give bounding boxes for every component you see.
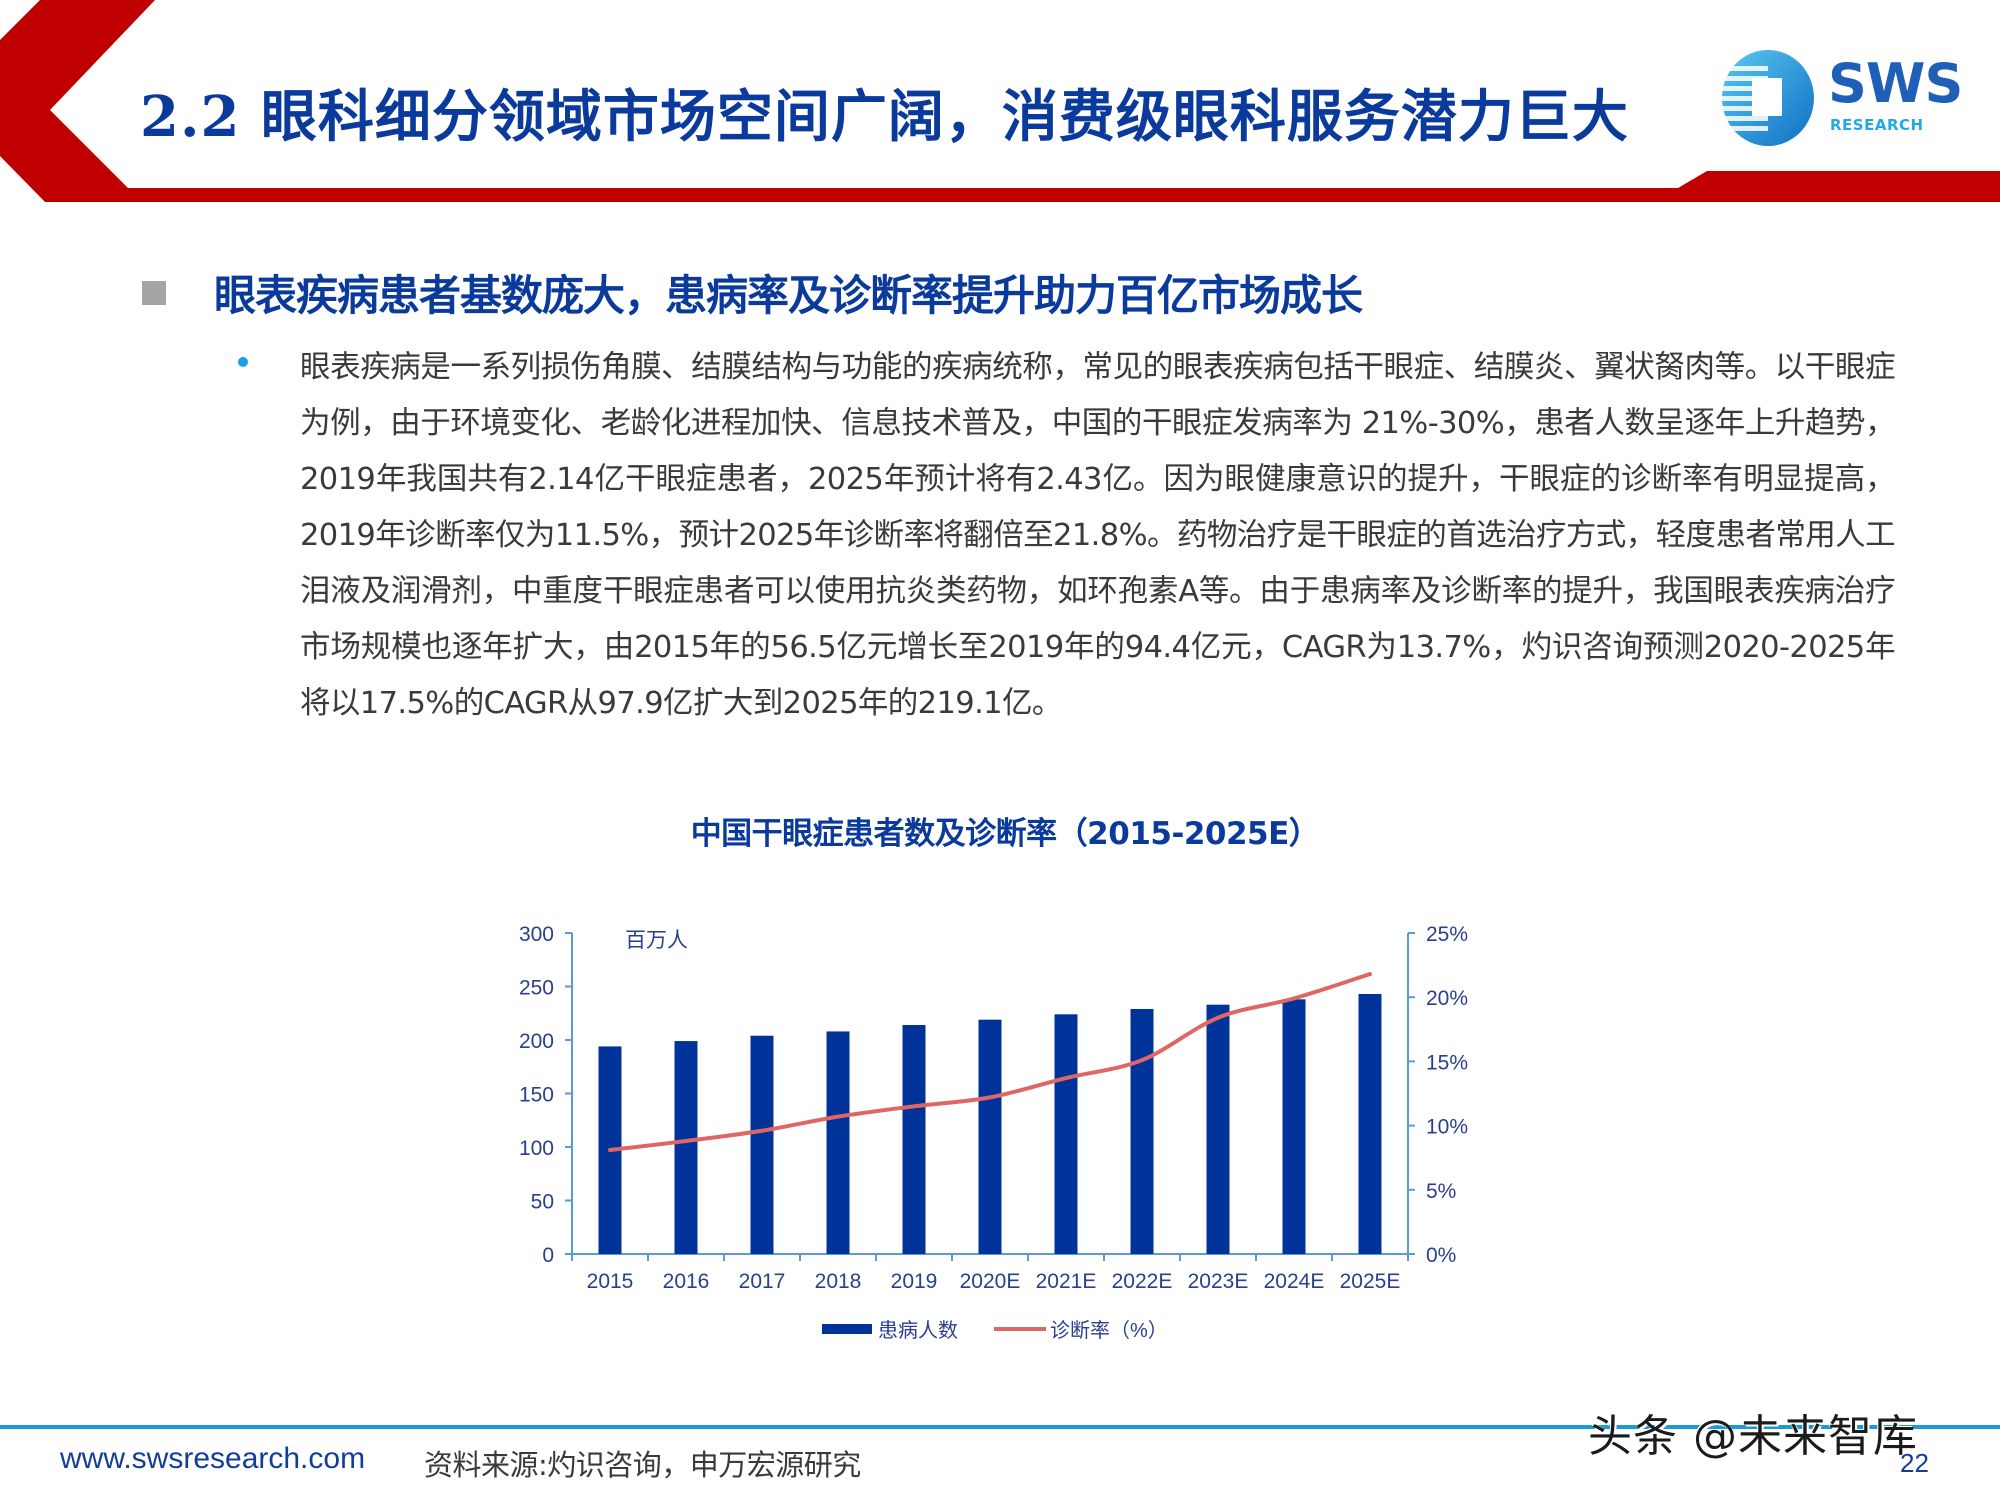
- bar: [978, 1019, 1002, 1254]
- x-axis-tick-label: 2023E: [1188, 1270, 1249, 1293]
- legend-line-swatch-icon: [994, 1327, 1046, 1331]
- x-axis-tick-label: 2021E: [1036, 1270, 1097, 1293]
- section-heading-text: 眼表疾病患者基数庞大，患病率及诊断率提升助力百亿市场成长: [214, 271, 1363, 320]
- sws-logo-text: SWS: [1828, 52, 1963, 115]
- x-axis-tick-label: 2015: [587, 1270, 634, 1293]
- left-axis-tick-label: 250: [519, 977, 554, 1000]
- right-axis-tick-label: 0%: [1426, 1244, 1456, 1267]
- x-axis-tick-label: 2025E: [1340, 1270, 1401, 1293]
- left-axis-tick-label: 200: [519, 1030, 554, 1053]
- left-axis-tick-label: 300: [519, 923, 554, 946]
- bar: [1358, 993, 1382, 1254]
- x-axis-tick-label: 2018: [815, 1270, 862, 1293]
- right-axis-tick-label: 20%: [1426, 987, 1468, 1010]
- header-band: [45, 171, 2000, 202]
- bar: [826, 1031, 850, 1254]
- left-axis-tick-label: 150: [519, 1084, 554, 1107]
- footer-url-link[interactable]: www.swsresearch.com: [60, 1442, 366, 1475]
- page-number: 22: [1900, 1448, 1929, 1478]
- sws-logo-subtitle: RESEARCH: [1830, 116, 1924, 134]
- left-axis-tick-label: 0: [542, 1244, 554, 1267]
- x-axis-tick-label: 2017: [739, 1270, 786, 1293]
- sws-logo: SWS RESEARCH: [1718, 48, 1978, 148]
- bar: [902, 1025, 926, 1254]
- chart-title: 中国干眼症患者数及诊断率（2015-2025E）: [690, 816, 1320, 852]
- watermark: 头条 @未来智库: [1588, 1411, 1918, 1462]
- bar: [1130, 1008, 1154, 1254]
- footer-divider: [0, 1425, 2000, 1429]
- left-axis-tick-label: 50: [531, 1191, 554, 1214]
- x-axis-tick-label: 2016: [663, 1270, 710, 1293]
- legend-bar-label: 患病人数: [878, 1319, 958, 1342]
- header-chevron: [0, 0, 155, 202]
- legend-bar-swatch-icon: [822, 1324, 872, 1334]
- body-paragraph: 眼表疾病是一系列损伤角膜、结膜结构与功能的疾病统称，常见的眼表疾病包括干眼症、结…: [300, 350, 1896, 721]
- dot-bullet-icon: [238, 357, 248, 367]
- right-axis-tick-label: 10%: [1426, 1116, 1468, 1139]
- right-axis-tick-label: 5%: [1426, 1180, 1456, 1203]
- bar: [750, 1035, 774, 1254]
- right-axis-tick-label: 15%: [1426, 1051, 1468, 1074]
- right-axis-tick-label: 25%: [1426, 923, 1468, 946]
- bar: [1054, 1014, 1078, 1254]
- bar: [674, 1041, 698, 1254]
- x-axis-tick-label: 2020E: [960, 1270, 1021, 1293]
- footer-source: 资料来源:灼识咨询，申万宏源研究: [424, 1448, 861, 1482]
- left-axis-tick-label: 100: [519, 1137, 554, 1160]
- square-bullet-icon: [142, 280, 166, 305]
- sws-logo-icon: [1721, 50, 1814, 146]
- bar: [1206, 1004, 1230, 1254]
- section-heading: 眼表疾病患者基数庞大，患病率及诊断率提升助力百亿市场成长: [142, 262, 1363, 323]
- y-axis-unit-label: 百万人: [625, 929, 688, 952]
- header-decoration: [0, 0, 2000, 202]
- legend-line-label: 诊断率（%）: [1050, 1319, 1168, 1342]
- x-axis-tick-label: 2019: [891, 1270, 938, 1293]
- diagnosis-rate-line: [608, 972, 1372, 1152]
- slide-title: 2.2 眼科细分领域市场空间广阔，消费级眼科服务潜力巨大: [140, 84, 1629, 150]
- x-axis-tick-label: 2022E: [1112, 1270, 1173, 1293]
- x-axis-tick-label: 2024E: [1264, 1270, 1325, 1293]
- bar: [1282, 999, 1306, 1254]
